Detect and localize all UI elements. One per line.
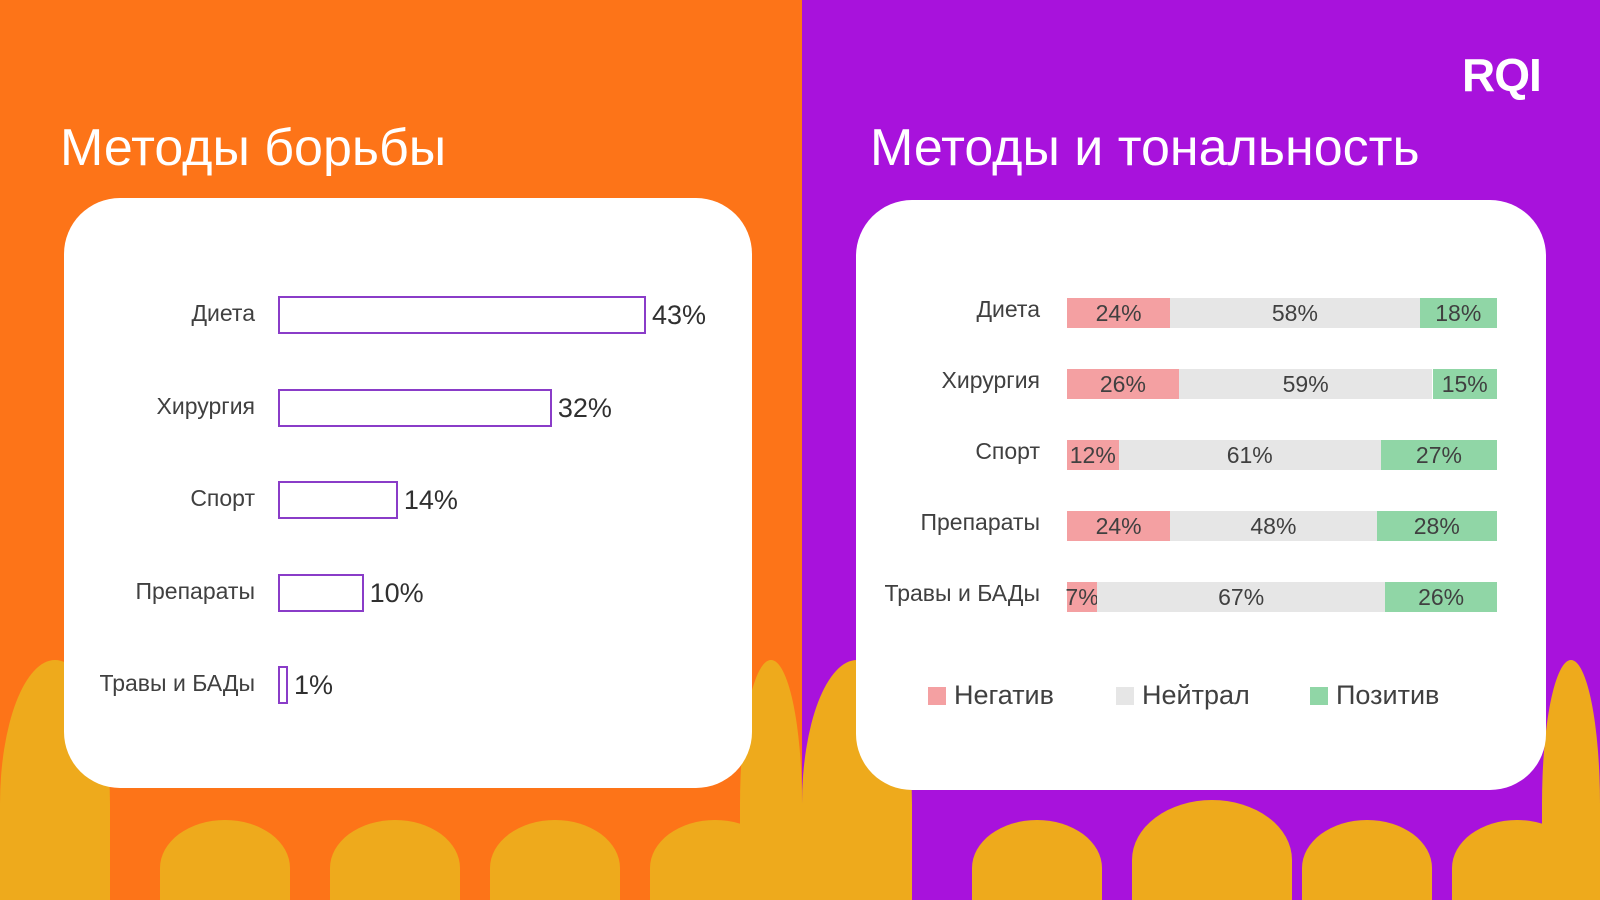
category-label: Хирургия (156, 392, 255, 419)
rqi-logo: RQI (1462, 49, 1542, 101)
legend-swatch (928, 686, 946, 705)
bar-segment-neutral: 58% (1170, 298, 1420, 328)
bar (278, 388, 552, 427)
bar-segment-neutral: 59% (1178, 369, 1433, 399)
legend-label: Негатив (954, 680, 1054, 710)
bar-segment-negative: 26% (1067, 369, 1179, 399)
data-label: 43% (652, 300, 707, 330)
bar-segment-neutral: 48% (1170, 511, 1377, 541)
data-label: 61% (1226, 441, 1273, 468)
data-label: 10% (369, 577, 424, 608)
bar-segment-positive: 18% (1419, 298, 1497, 328)
category-label: Спорт (975, 438, 1040, 464)
bar-segment-positive: 28% (1376, 511, 1497, 541)
legend-label: Нейтрал (1142, 680, 1250, 710)
left-chart-title: Методы борьбы (60, 119, 447, 177)
right-chart-title: Методы и тональность (870, 119, 1420, 177)
category-label: Травы и БАДы (884, 580, 1040, 606)
bar (278, 666, 288, 704)
data-label: 15% (1441, 370, 1488, 397)
legend-swatch (1116, 686, 1134, 705)
data-label: 24% (1095, 512, 1142, 539)
bar-segment-negative: 12% (1067, 440, 1119, 470)
category-label: Препараты (920, 509, 1040, 535)
bar-segment-neutral: 67% (1097, 582, 1386, 612)
legend-item-positive: Позитив (1310, 680, 1439, 711)
data-label: 48% (1250, 512, 1297, 539)
legend-item-negative: Негатив (928, 680, 1054, 711)
bar-segment-negative: 24% (1067, 298, 1171, 328)
decorative-circle (330, 820, 460, 900)
decorative-circle (1132, 800, 1292, 900)
data-label: 26% (1099, 370, 1146, 397)
bar-segment-negative: 24% (1067, 511, 1171, 541)
data-label: 18% (1435, 299, 1482, 326)
data-label: 58% (1271, 299, 1318, 326)
data-label: 24% (1095, 299, 1142, 326)
bar-segment-positive: 15% (1432, 369, 1497, 399)
data-label: 27% (1415, 441, 1462, 468)
data-label: 32% (557, 392, 612, 423)
bar-segment-negative: 7% (1065, 582, 1099, 612)
bar-segment-neutral: 61% (1118, 440, 1381, 470)
data-label: 1% (294, 670, 334, 700)
bar-segment-positive: 26% (1385, 582, 1497, 612)
category-label: Травы и БАДы (99, 670, 255, 696)
category-label: Препараты (135, 577, 255, 604)
legend-label: Позитив (1336, 680, 1440, 710)
decorative-circle (972, 820, 1102, 900)
data-label: 67% (1218, 583, 1265, 610)
bar (278, 573, 364, 612)
decorative-circle (490, 820, 620, 900)
data-label: 14% (403, 485, 458, 515)
legend-item-neutral: Нейтрал (1116, 680, 1250, 711)
decorative-circle (1302, 820, 1432, 900)
category-label: Хирургия (941, 367, 1040, 393)
bar (278, 481, 398, 519)
category-label: Диета (976, 296, 1040, 322)
data-label: 7% (1065, 583, 1099, 610)
decorative-circle (160, 820, 290, 900)
category-label: Спорт (190, 485, 255, 511)
bar-segment-positive: 27% (1380, 440, 1497, 470)
data-label: 28% (1413, 512, 1460, 539)
legend-swatch (1310, 686, 1328, 705)
decorative-circle (1542, 660, 1600, 900)
data-label: 59% (1282, 370, 1329, 397)
data-label: 26% (1418, 583, 1465, 610)
bar (278, 296, 646, 334)
data-label: 12% (1069, 441, 1116, 468)
category-label: Диета (191, 300, 255, 326)
